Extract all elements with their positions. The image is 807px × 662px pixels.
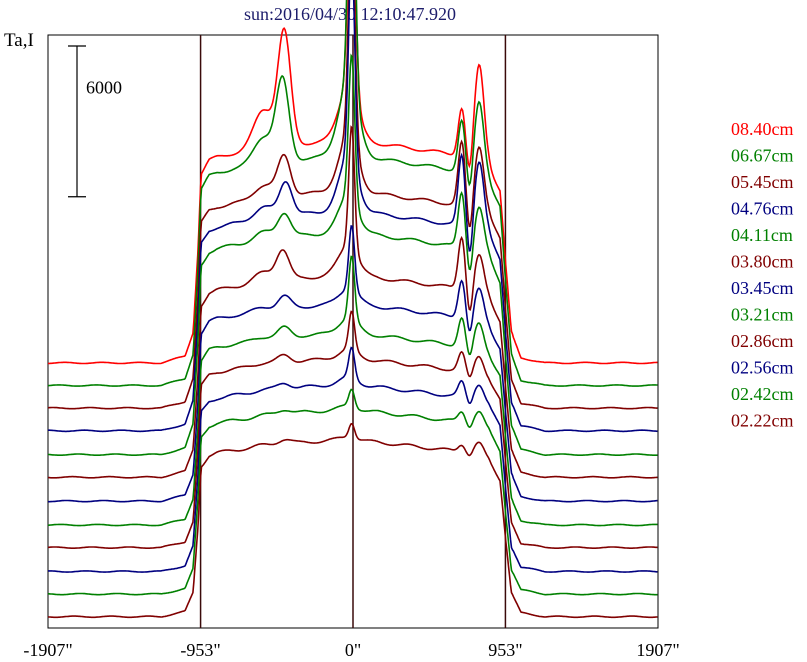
legend-entry-06.67cm: 06.67cm	[731, 146, 794, 166]
scale-bar-label: 6000	[86, 78, 122, 98]
legend-entry-02.22cm: 02.22cm	[731, 411, 794, 431]
legend-entry-02.56cm: 02.56cm	[731, 358, 794, 378]
x-tick-label-1: -953"	[180, 640, 220, 660]
legend-entry-04.76cm: 04.76cm	[731, 199, 794, 219]
series-line-02.22cm	[47, 422, 658, 619]
legend-entry-05.45cm: 05.45cm	[731, 172, 794, 192]
series-lines-layer	[47, 0, 658, 619]
scale-bar: 6000	[68, 45, 122, 198]
legend-entry-04.11cm: 04.11cm	[731, 225, 793, 245]
x-tick-label-3: 953"	[488, 640, 522, 660]
legend-entry-08.40cm: 08.40cm	[731, 119, 794, 139]
legend-entry-02.42cm: 02.42cm	[731, 384, 794, 404]
series-line-02.86cm	[48, 310, 658, 549]
legend: 08.40cm 06.67cm 05.45cm 04.76cm 04.11cm 03.80…	[731, 119, 794, 431]
series-line-03.21cm	[47, 255, 658, 527]
series-line-08.40cm	[47, 0, 658, 365]
series-line-02.42cm	[47, 388, 658, 596]
plot-frame-layer	[47, 34, 659, 629]
series-line-05.45cm	[48, 0, 658, 410]
y-axis-label: Ta,I	[4, 30, 34, 51]
series-line-04.76cm	[48, 0, 658, 433]
x-tick-label-0: -1907"	[23, 640, 72, 660]
x-tick-label-2: 0"	[345, 640, 361, 660]
legend-entry-03.21cm: 03.21cm	[731, 305, 794, 325]
series-line-04.11cm	[47, 53, 658, 456]
legend-entry-03.80cm: 03.80cm	[731, 252, 794, 272]
legend-entry-02.86cm: 02.86cm	[731, 331, 794, 351]
series-line-03.45cm	[48, 224, 658, 503]
x-tick-label-4: 1907"	[636, 640, 679, 660]
x-tick-labels-layer: -1907" -953" 0" 953" 1907"	[23, 640, 679, 660]
series-line-02.56cm	[48, 346, 658, 573]
legend-entry-03.45cm: 03.45cm	[731, 278, 794, 298]
series-line-03.80cm	[48, 125, 658, 479]
chart-title: sun:2016/04/30 12:10:47.920	[243, 4, 456, 24]
series-line-06.67cm	[47, 0, 658, 387]
